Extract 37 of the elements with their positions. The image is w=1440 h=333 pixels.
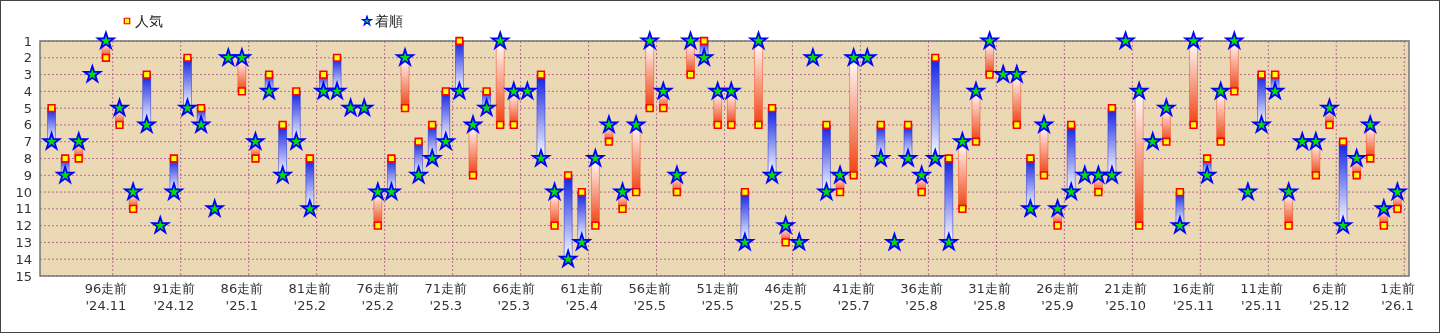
legend-label: 人気 xyxy=(135,12,163,29)
x-tick-label: 66走前 '25.3 xyxy=(492,281,536,313)
x-tick-label: 36走前 '25.8 xyxy=(900,281,943,313)
x-tick-label: 96走前 '24.11 xyxy=(84,281,128,313)
x-tick-label: 6走前 '25.12 xyxy=(1309,281,1350,313)
y-tick-label: 9 xyxy=(23,167,32,183)
y-tick-label: 5 xyxy=(23,100,32,116)
x-tick-label: 41走前 '25.7 xyxy=(832,281,875,313)
y-tick-label: 15 xyxy=(15,268,32,284)
y-tick-label: 11 xyxy=(15,201,32,217)
x-tick-label: 21走前 '25.10 xyxy=(1104,281,1147,313)
legend-label: 着順 xyxy=(375,12,403,29)
y-tick-label: 1 xyxy=(23,33,32,49)
x-tick-label: 31走前 '25.8 xyxy=(968,281,1011,313)
x-tick-label: 61走前 '25.4 xyxy=(560,281,604,313)
x-tick-label: 1走前 '26.1 xyxy=(1380,281,1415,313)
y-tick-label: 7 xyxy=(23,134,32,150)
y-tick-label: 8 xyxy=(23,151,32,167)
x-tick-label: 86走前 '25.1 xyxy=(220,281,264,313)
y-tick-label: 12 xyxy=(15,218,32,234)
x-tick-label: 91走前 '24.12 xyxy=(152,281,196,313)
y-tick-label: 13 xyxy=(15,234,32,250)
x-tick-label: 71走前 '25.3 xyxy=(424,281,468,313)
x-tick-label: 81走前 '25.2 xyxy=(288,281,332,313)
y-tick-label: 6 xyxy=(23,117,32,133)
y-tick-label: 2 xyxy=(23,50,32,66)
y-tick-label: 10 xyxy=(15,184,32,200)
x-tick-label: 26走前 '25.9 xyxy=(1036,281,1079,313)
x-tick-label: 11走前 '25.11 xyxy=(1240,281,1283,313)
y-tick-label: 14 xyxy=(15,251,32,267)
x-tick-label: 56走前 '25.5 xyxy=(628,281,671,313)
x-tick-label: 16走前 '25.11 xyxy=(1172,281,1215,313)
x-tick-label: 46走前 '25.5 xyxy=(764,281,807,313)
y-tick-label: 4 xyxy=(23,83,32,99)
x-tick-label: 76走前 '25.2 xyxy=(356,281,400,313)
y-tick-label: 3 xyxy=(23,67,32,83)
x-tick-label: 51走前 '25.5 xyxy=(696,281,739,313)
